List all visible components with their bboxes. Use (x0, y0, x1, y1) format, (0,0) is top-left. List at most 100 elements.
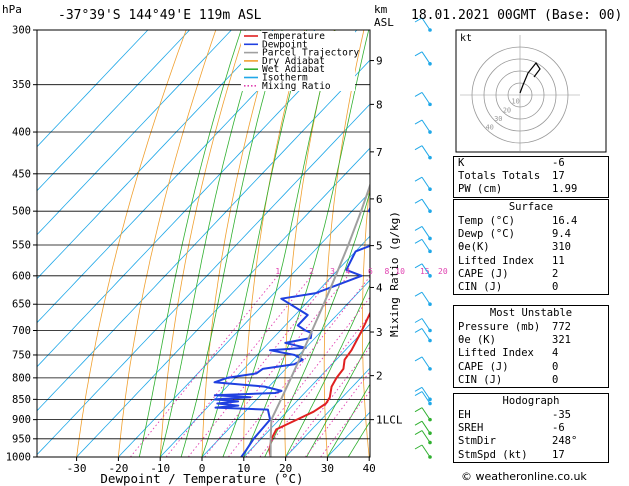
table-row: Temp (°C) 16.4 (454, 215, 608, 228)
altitude-tick-label: 3 (376, 326, 383, 339)
pressure-tick-label: 450 (12, 168, 31, 180)
wind-barb-dot (428, 187, 432, 192)
wind-barb-dot (428, 209, 432, 213)
wind-barb (421, 291, 431, 305)
table-row: Totals Totals 17 (454, 170, 608, 183)
row-value: 17 (552, 448, 565, 461)
wind-barb (421, 239, 431, 252)
wind-barb-flag (414, 51, 423, 57)
pressure-tick-label: 950 (12, 433, 31, 445)
wind-barb (421, 387, 431, 400)
indices-panel: K -6 Totals Totals 17 PW (cm) 1.99 (453, 156, 609, 198)
wind-barb-dot (428, 397, 432, 402)
wind-barb (421, 391, 431, 404)
wind-barb-flag (414, 238, 423, 244)
pressure-tick-label: 550 (12, 239, 31, 251)
wind-barb-flag (414, 291, 423, 297)
mixing-ratio-value-label: 6 (368, 267, 373, 276)
pressure-tick-label: 700 (12, 325, 31, 337)
row-key: StmSpd (kt) (458, 448, 528, 461)
row-key: θe (K) (458, 334, 496, 347)
wind-barb-dot (428, 328, 432, 333)
pressure-tick-label: 800 (12, 372, 31, 384)
legend-entry: Dewpoint (262, 39, 308, 50)
wind-barb-flag (414, 430, 423, 435)
sounding-profiles (213, 182, 370, 457)
legend-entry: Dry Adiabat (262, 56, 325, 67)
wind-barb-dot (428, 249, 432, 254)
row-key: K (458, 157, 465, 169)
row-value: 11 (552, 254, 565, 267)
table-row: Pressure (mb) 772 (454, 321, 608, 334)
altitude-tick-label: 5 (376, 240, 383, 253)
wind-barb-dot (428, 130, 432, 134)
wind-barb-dot (428, 401, 432, 406)
row-value: 321 (552, 334, 571, 347)
row-key: SREH (458, 422, 484, 435)
axes: 3003504004505005506006507007508008509009… (6, 25, 462, 486)
row-key: θe(K) (458, 241, 490, 254)
hodograph-ring-label: 40 (485, 124, 493, 132)
pressure-tick-label: 500 (12, 206, 31, 218)
wind-barb-dot (428, 455, 432, 459)
wet-adiabat-line (327, 383, 370, 457)
wind-barb (421, 318, 431, 331)
datetime-title: 18.01.2021 00GMT (Base: 00) (411, 8, 623, 23)
series-line-parcel-trajectory (269, 182, 370, 457)
series-line-dewpoint (213, 206, 370, 457)
wind-barb-dot (428, 28, 432, 32)
row-value: 0 (552, 373, 559, 386)
wind-barb (421, 226, 431, 239)
wet-adiabat-line (159, 30, 261, 457)
isotherm-line (37, 30, 274, 280)
table-row: StmDir 248° (454, 435, 608, 448)
wind-barb (421, 145, 431, 158)
row-value: -6 (552, 422, 565, 435)
isotherm-line (76, 147, 370, 457)
temperature-tick-label: 10 (237, 462, 250, 475)
altitude-tick-label: 2 (376, 370, 383, 383)
series-line-temperature (268, 310, 370, 457)
pressure-tick-label: 750 (12, 349, 31, 361)
temperature-tick-label: 20 (279, 462, 292, 475)
temperature-tick-label: -20 (108, 462, 128, 475)
pressure-tick-label: 350 (12, 79, 31, 91)
legend-entry: Parcel Trajectory (262, 48, 360, 59)
row-value: 248° (552, 435, 578, 448)
altitude-tick-label: 8 (376, 98, 383, 111)
row-key: CIN (J) (458, 373, 503, 386)
dry-adiabat-line (76, 30, 187, 457)
dry-adiabat-line (159, 30, 246, 457)
wind-barb (421, 356, 431, 370)
surface-panel: Surface Temp (°C) 16.4 Dewp (°C) 9.4 θe(K) 31… (453, 199, 609, 296)
wind-barb (421, 119, 431, 133)
wind-barb (421, 92, 431, 105)
table-row: EH -35 (454, 409, 608, 422)
mixing-ratio-line (130, 275, 279, 457)
hodograph-table-title: Hodograph (502, 395, 560, 407)
wind-barb (421, 17, 431, 31)
location-title: -37°39'S 144°49'E 119m ASL (58, 8, 262, 23)
most-unstable-title: Most Unstable (489, 307, 573, 319)
wind-barb (421, 430, 431, 443)
table-row: CAPE (J) 2 (454, 268, 608, 281)
wet-adiabat-line (285, 284, 370, 457)
row-key: EH (458, 409, 471, 421)
wind-barb-dot (428, 338, 432, 343)
table-row: StmSpd (kt) 17 (454, 449, 608, 462)
row-key: CIN (J) (458, 280, 503, 293)
pressure-tick-label: 900 (12, 414, 31, 426)
wind-barb-flag (414, 198, 423, 204)
wind-barb-flag (414, 176, 423, 182)
row-key: Lifted Index (458, 347, 534, 360)
hodograph-ring-label: 20 (503, 106, 511, 114)
row-key: CAPE (J) (458, 267, 509, 280)
mixing-ratio-value-label: 20 (438, 267, 448, 276)
wind-barb-dot (428, 155, 432, 160)
wind-barb (421, 420, 431, 434)
mixing-ratio-value-label: 15 (420, 267, 430, 276)
wind-barb-flag (414, 17, 423, 23)
wind-barb (421, 263, 431, 277)
temperature-tick-label: 40 (363, 462, 376, 475)
